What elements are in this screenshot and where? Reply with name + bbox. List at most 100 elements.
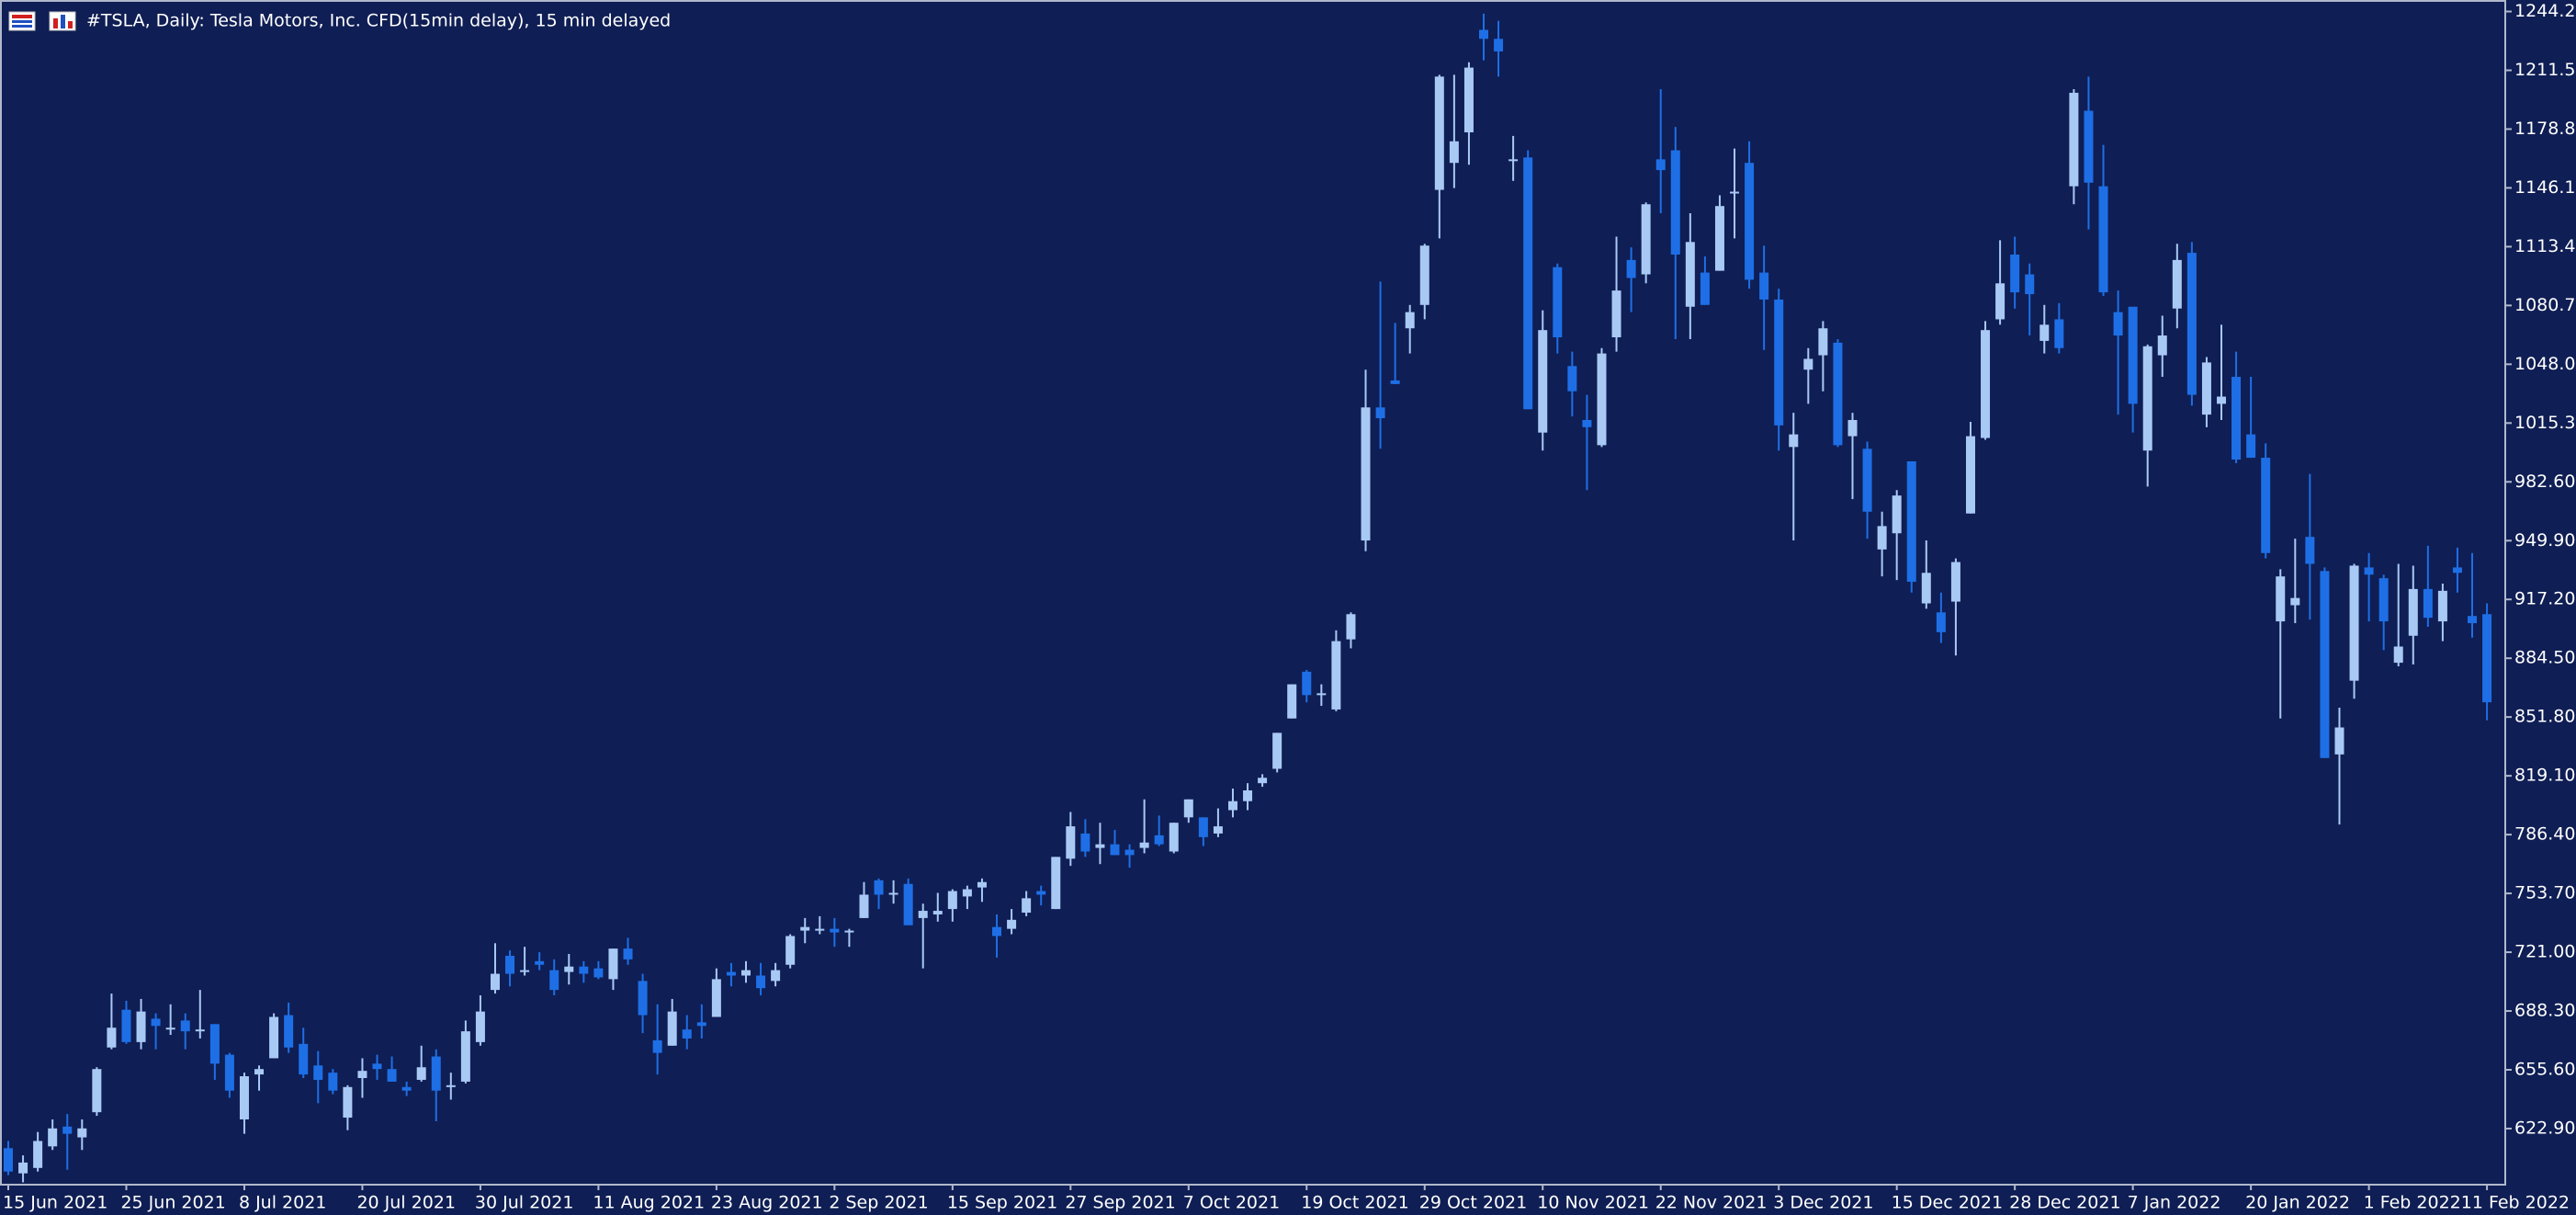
candle-body — [623, 948, 633, 960]
candle-body — [151, 1018, 161, 1027]
candle-body — [77, 1128, 87, 1138]
candle-body — [2128, 306, 2138, 404]
y-tick-label: 884.50 — [2514, 648, 2575, 668]
y-tick-label: 982.60 — [2514, 471, 2575, 492]
candle-body — [903, 883, 913, 925]
x-tick-label: 1 Feb 2022 — [2364, 1193, 2461, 1213]
y-tick-label: 721.00 — [2514, 942, 2575, 962]
candle-body — [652, 1039, 662, 1053]
x-tick-label: 19 Oct 2021 — [1301, 1193, 1408, 1213]
y-tick-label: 917.20 — [2514, 589, 2575, 609]
candle-body — [1449, 141, 1459, 164]
candle-body — [1700, 272, 1710, 305]
candle-body — [1936, 612, 1946, 632]
candle-body — [254, 1069, 265, 1075]
candle-body — [460, 1031, 470, 1082]
candle-body — [962, 889, 972, 897]
candle-body — [136, 1011, 146, 1042]
y-tick-label: 753.70 — [2514, 883, 2575, 903]
candle-body — [1523, 157, 1533, 410]
candle-body — [1862, 449, 1872, 512]
candle-body — [771, 970, 781, 982]
candle-body — [505, 955, 515, 974]
candle-body — [1759, 272, 1769, 300]
candle-body — [2334, 727, 2344, 755]
candle-body — [2025, 274, 2035, 295]
candle-body — [1685, 242, 1695, 307]
candle-body — [2305, 537, 2315, 564]
x-tick-label: 20 Jan 2022 — [2245, 1193, 2350, 1213]
candle-body — [2069, 92, 2079, 187]
candle-body — [2468, 616, 2478, 624]
candle-body — [1714, 206, 1724, 271]
candle-body — [48, 1128, 58, 1147]
x-tick-label: 27 Sep 2021 — [1065, 1193, 1175, 1213]
y-tick-label: 819.10 — [2514, 766, 2575, 786]
x-tick-label: 8 Jul 2021 — [239, 1193, 326, 1213]
candle-body — [1007, 919, 1017, 929]
candle-body — [121, 1009, 131, 1042]
candle-body — [1434, 76, 1444, 190]
candle-body — [1921, 573, 1931, 604]
candle-body — [2039, 324, 2050, 341]
candle-body — [416, 1067, 426, 1080]
candle-body — [918, 911, 928, 918]
candle-body — [1272, 732, 1282, 769]
candle-body — [1405, 312, 1415, 329]
candle-body — [1730, 191, 1740, 194]
candle-body — [844, 930, 854, 933]
candle-body — [1139, 842, 1149, 848]
candle-body — [1390, 380, 1400, 384]
candle-body — [874, 880, 884, 895]
candle-body — [1789, 434, 1799, 448]
candle-body — [1080, 833, 1090, 852]
candle-body — [1538, 330, 1548, 433]
candle-body — [1375, 407, 1385, 419]
candle-body — [1803, 358, 1813, 370]
candle-body — [2364, 567, 2374, 575]
candle-body — [1036, 891, 1046, 895]
plot-frame — [0, 0, 2506, 1186]
candle-body — [431, 1056, 441, 1091]
x-tick-label: 2 Sep 2021 — [829, 1193, 928, 1213]
candle-body — [2408, 588, 2418, 636]
candle-body — [401, 1086, 412, 1091]
candle-body — [1110, 844, 1120, 856]
candle-body — [2320, 571, 2330, 758]
candle-body — [2231, 377, 2242, 460]
candle-body — [2113, 312, 2123, 336]
candle-body — [549, 970, 559, 991]
y-tick-label: 1178.80 — [2514, 119, 2576, 139]
candle-body — [1833, 342, 1843, 446]
candle-body — [2378, 578, 2389, 622]
candle-body — [1745, 163, 1755, 280]
x-tick-label: 3 Dec 2021 — [1773, 1193, 1873, 1213]
candle-body — [1154, 835, 1164, 845]
candle-body — [2084, 110, 2094, 183]
y-tick-label: 786.40 — [2514, 824, 2575, 845]
y-tick-label: 655.60 — [2514, 1059, 2575, 1079]
x-tick-label: 11 Feb 2022 — [2461, 1193, 2570, 1213]
candle-body — [1346, 614, 1356, 640]
candle-body — [1582, 419, 1592, 427]
candle-body — [785, 936, 796, 965]
candle-body — [800, 926, 810, 931]
candle-body — [1877, 526, 1887, 550]
x-tick-label: 15 Jun 2021 — [3, 1193, 107, 1213]
x-tick-label: 29 Oct 2021 — [1419, 1193, 1527, 1213]
candle-body — [1479, 29, 1488, 40]
x-tick-label: 23 Aug 2021 — [711, 1193, 823, 1213]
candle-body — [1494, 39, 1504, 51]
candle-body — [830, 928, 840, 933]
candle-body — [1243, 789, 1253, 801]
candle-body — [475, 1011, 485, 1042]
y-tick-label: 1211.50 — [2514, 60, 2576, 80]
candle-body — [1287, 684, 1297, 719]
icon-chart-bar — [61, 15, 65, 28]
candle-body — [608, 948, 618, 980]
candle-body — [1508, 159, 1519, 162]
candle-body — [1316, 693, 1327, 696]
candle-body — [667, 1011, 677, 1046]
candle-body — [2261, 458, 2271, 553]
